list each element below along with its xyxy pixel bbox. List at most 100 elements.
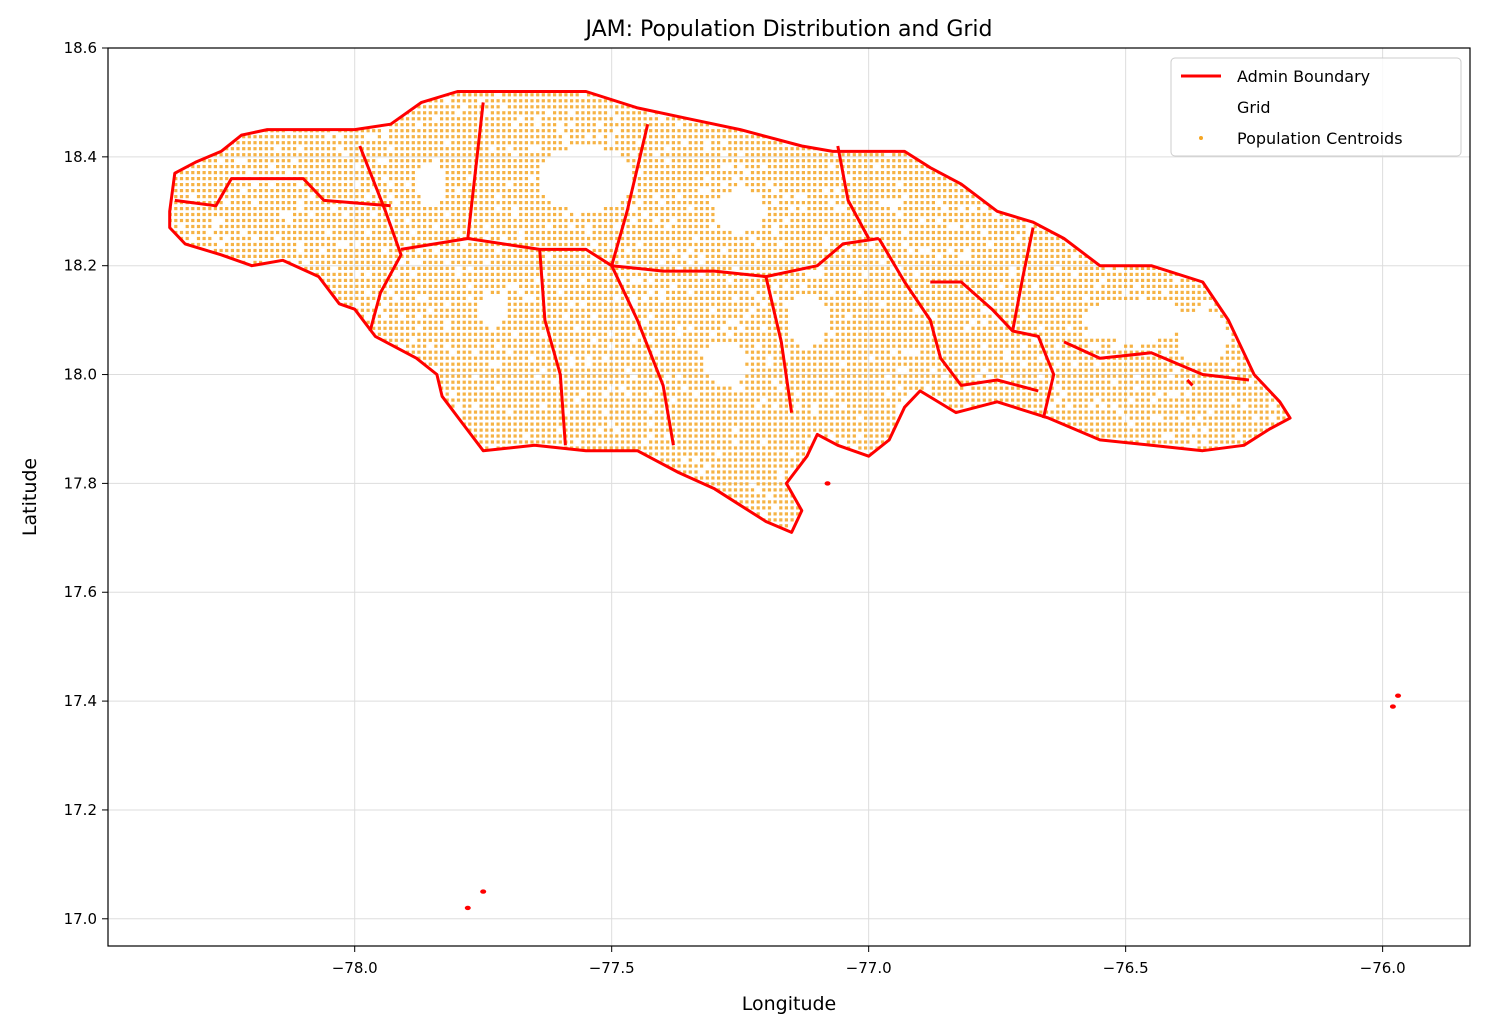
population-centroid bbox=[400, 159, 403, 162]
population-centroid bbox=[474, 135, 477, 138]
population-centroid bbox=[389, 327, 392, 330]
population-centroid bbox=[412, 123, 415, 126]
population-centroid bbox=[785, 261, 788, 264]
population-centroid bbox=[841, 321, 844, 324]
population-centroid bbox=[644, 243, 647, 246]
population-centroid bbox=[514, 291, 517, 294]
population-centroid bbox=[819, 183, 822, 186]
population-centroid bbox=[508, 207, 511, 210]
population-centroid bbox=[287, 189, 290, 192]
population-centroid bbox=[864, 393, 867, 396]
population-centroid bbox=[536, 135, 539, 138]
population-centroid bbox=[367, 279, 370, 282]
population-centroid bbox=[700, 297, 703, 300]
population-centroid bbox=[700, 476, 703, 479]
population-centroid bbox=[417, 159, 420, 162]
population-centroid bbox=[610, 273, 613, 276]
population-centroid bbox=[841, 333, 844, 336]
population-centroid bbox=[864, 399, 867, 402]
population-centroid bbox=[502, 219, 505, 222]
population-centroid bbox=[429, 225, 432, 228]
population-centroid bbox=[711, 243, 714, 246]
population-centroid bbox=[779, 159, 782, 162]
population-centroid bbox=[661, 446, 664, 449]
population-centroid bbox=[700, 135, 703, 138]
population-centroid bbox=[304, 165, 307, 168]
population-centroid bbox=[587, 411, 590, 414]
population-centroid bbox=[570, 219, 573, 222]
population-centroid bbox=[463, 123, 466, 126]
population-centroid bbox=[344, 261, 347, 264]
population-centroid bbox=[627, 345, 630, 348]
population-centroid bbox=[485, 231, 488, 234]
population-centroid bbox=[581, 309, 584, 312]
population-centroid bbox=[502, 321, 505, 324]
population-centroid bbox=[304, 153, 307, 156]
population-centroid bbox=[406, 213, 409, 216]
population-centroid bbox=[367, 261, 370, 264]
population-centroid bbox=[779, 147, 782, 150]
population-centroid bbox=[791, 219, 794, 222]
population-centroid bbox=[615, 309, 618, 312]
population-centroid bbox=[485, 165, 488, 168]
population-centroid bbox=[638, 375, 641, 378]
population-centroid bbox=[706, 452, 709, 455]
population-centroid bbox=[446, 315, 449, 318]
population-centroid bbox=[621, 345, 624, 348]
population-centroid bbox=[570, 345, 573, 348]
population-centroid bbox=[683, 213, 686, 216]
population-centroid bbox=[700, 249, 703, 252]
population-centroid bbox=[242, 195, 245, 198]
population-centroid bbox=[389, 189, 392, 192]
population-centroid bbox=[627, 357, 630, 360]
population-centroid bbox=[672, 464, 675, 467]
population-centroid bbox=[621, 315, 624, 318]
population-centroid bbox=[508, 440, 511, 443]
population-centroid bbox=[553, 285, 556, 288]
population-centroid bbox=[672, 141, 675, 144]
population-centroid bbox=[581, 351, 584, 354]
population-centroid bbox=[316, 159, 319, 162]
population-centroid bbox=[463, 321, 466, 324]
population-centroid bbox=[830, 429, 833, 432]
population-centroid bbox=[762, 470, 765, 473]
population-centroid bbox=[723, 399, 726, 402]
population-centroid bbox=[740, 177, 743, 180]
population-centroid bbox=[468, 393, 471, 396]
population-centroid bbox=[564, 129, 567, 132]
population-centroid bbox=[564, 267, 567, 270]
population-centroid bbox=[853, 440, 856, 443]
population-centroid bbox=[740, 297, 743, 300]
population-centroid bbox=[282, 219, 285, 222]
population-centroid bbox=[446, 111, 449, 114]
population-centroid bbox=[717, 434, 720, 437]
population-centroid bbox=[858, 159, 861, 162]
population-centroid bbox=[570, 321, 573, 324]
population-centroid bbox=[847, 434, 850, 437]
population-centroid bbox=[310, 171, 313, 174]
population-centroid bbox=[802, 429, 805, 432]
population-centroid bbox=[429, 117, 432, 120]
population-centroid bbox=[406, 147, 409, 150]
population-centroid bbox=[604, 434, 607, 437]
population-centroid bbox=[711, 183, 714, 186]
population-centroid bbox=[858, 303, 861, 306]
population-centroid bbox=[502, 381, 505, 384]
population-centroid bbox=[542, 153, 545, 156]
population-centroid bbox=[220, 171, 223, 174]
population-centroid bbox=[802, 351, 805, 354]
population-centroid bbox=[604, 363, 607, 366]
population-centroid bbox=[559, 93, 562, 96]
population-centroid bbox=[429, 303, 432, 306]
population-centroid bbox=[672, 225, 675, 228]
population-centroid bbox=[711, 339, 714, 342]
population-centroid bbox=[751, 339, 754, 342]
population-centroid bbox=[841, 423, 844, 426]
population-centroid bbox=[253, 243, 256, 246]
population-centroid bbox=[576, 117, 579, 120]
population-centroid bbox=[785, 309, 788, 312]
population-centroid bbox=[813, 351, 816, 354]
population-centroid bbox=[711, 249, 714, 252]
population-centroid bbox=[383, 333, 386, 336]
population-centroid bbox=[451, 201, 454, 204]
